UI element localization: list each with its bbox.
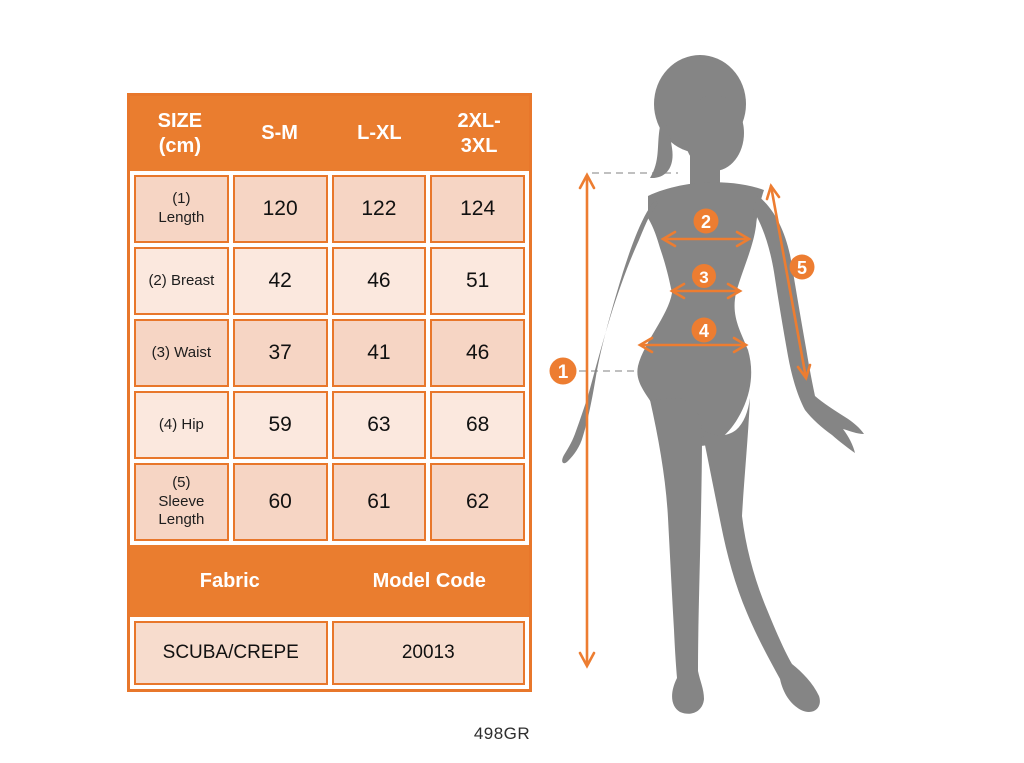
- model-code-value: 20013: [331, 621, 525, 685]
- breast-lxl: 46: [331, 247, 427, 315]
- badge-label-3: 3: [699, 268, 708, 287]
- hip-2xl3xl: 68: [430, 391, 525, 459]
- badge-circle-2: [693, 208, 719, 234]
- row-label-breast: (2) Breast: [134, 247, 229, 315]
- size-unit-header: SIZE (cm): [157, 109, 203, 157]
- row-label-length: (1) Length: [134, 175, 229, 243]
- badge-circle-1: [549, 357, 577, 385]
- badge-label-2: 2: [701, 212, 711, 232]
- measurement-arrows: [578, 172, 812, 669]
- row-label-waist: (3) Waist: [134, 319, 229, 387]
- badge-label-4: 4: [699, 321, 709, 341]
- size-table-body: (1) Length 120 122 124 (2) Breast 42 46 …: [130, 171, 529, 545]
- badge-label-1: 1: [558, 362, 569, 383]
- fabric-model-value-row: SCUBA/CREPE 20013: [130, 617, 529, 689]
- dashed-reference-lines: [579, 172, 678, 372]
- fabric-model-header-row: Fabric Model Code: [130, 545, 529, 617]
- length-2xl3xl: 124: [430, 175, 525, 243]
- badge-label-5: 5: [797, 258, 807, 278]
- sleeve-2xl3xl: 62: [430, 463, 525, 541]
- right-leg-shape: [702, 398, 820, 713]
- hip-lxl: 63: [331, 391, 427, 459]
- badge-circle-3: [692, 264, 716, 288]
- column-header-lxl: L-XL: [357, 122, 402, 144]
- model-code-header: Model Code: [372, 569, 486, 592]
- model-code-caption: 498GR: [473, 724, 531, 743]
- breast-arrow: [660, 230, 752, 248]
- length-arrow: [578, 172, 596, 669]
- column-header-2xl3xl: 2XL- 3XL: [457, 109, 501, 157]
- size-table-header-row: SIZE (cm) S-M L-XL 2XL- 3XL: [130, 96, 529, 171]
- hair-strand-shape: [650, 118, 673, 179]
- sleeve-sm: 60: [232, 463, 328, 541]
- hip-sm: 59: [232, 391, 328, 459]
- hip-arrow: [637, 336, 749, 354]
- fabric-header: Fabric: [199, 569, 260, 592]
- torso-shape: [637, 182, 764, 447]
- sleeve-lxl: 61: [331, 463, 427, 541]
- measurement-badges: 1 2 3 4 5: [549, 208, 815, 385]
- row-label-hip: (4) Hip: [134, 391, 229, 459]
- sleeve-arrow: [765, 183, 812, 381]
- measurement-figure: 1 2 3 4 5: [549, 55, 864, 714]
- waist-lxl: 41: [331, 319, 427, 387]
- column-header-sm: S-M: [261, 122, 298, 144]
- waist-2xl3xl: 46: [430, 319, 525, 387]
- length-lxl: 122: [331, 175, 427, 243]
- badge-circle-5: [789, 254, 815, 280]
- length-sm: 120: [232, 175, 328, 243]
- waist-sm: 37: [232, 319, 328, 387]
- fabric-value: SCUBA/CREPE: [134, 621, 328, 685]
- waist-arrow: [669, 282, 743, 300]
- row-label-sleeve-length: (5) Sleeve Length: [134, 463, 229, 541]
- size-table: SIZE (cm) S-M L-XL 2XL- 3XL (1) Length 1…: [127, 93, 532, 692]
- left-leg-shape: [650, 398, 704, 714]
- badge-circle-4: [691, 317, 717, 343]
- body-silhouette: [562, 55, 864, 714]
- left-arm-shape: [562, 200, 658, 464]
- breast-2xl3xl: 51: [430, 247, 525, 315]
- breast-sm: 42: [232, 247, 328, 315]
- right-arm-shape: [753, 196, 864, 453]
